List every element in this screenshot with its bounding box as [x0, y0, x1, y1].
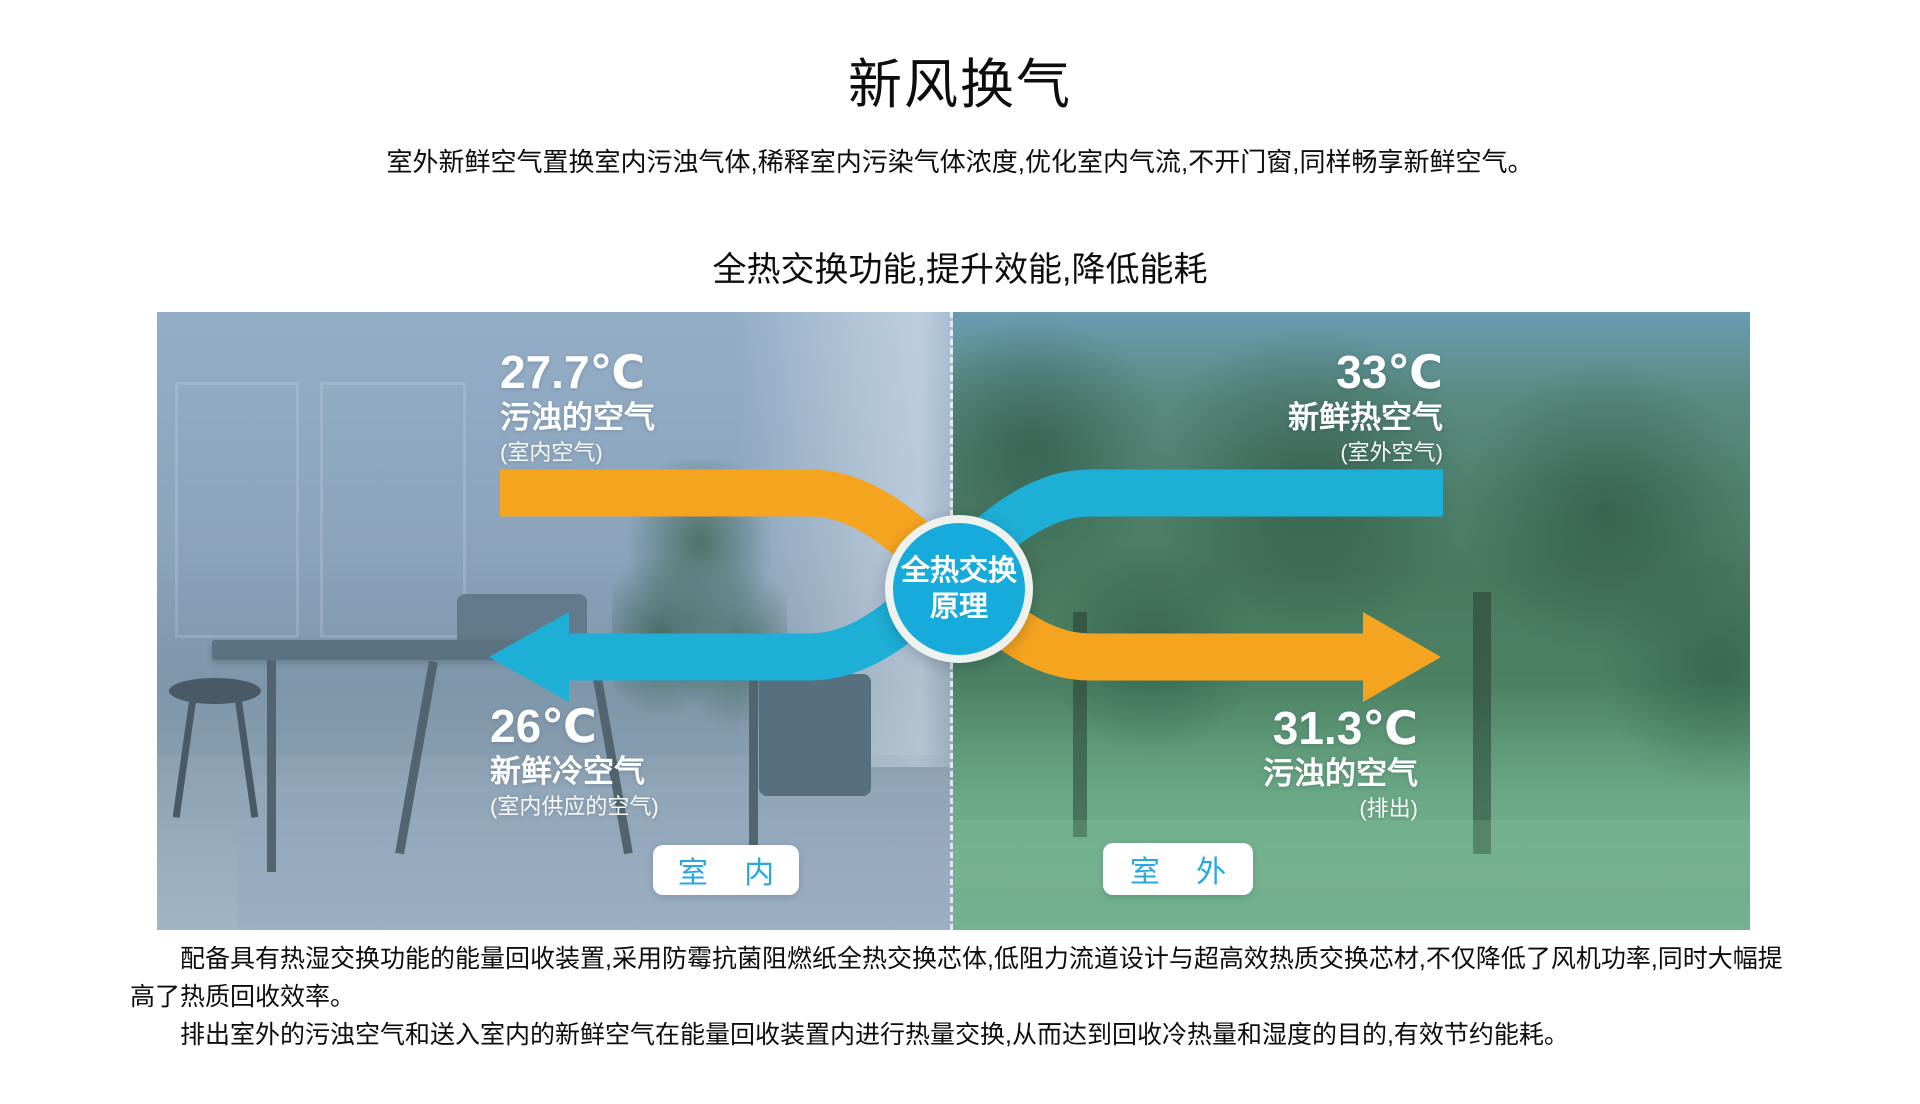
table-leg [749, 660, 758, 872]
tree-trunk [1473, 592, 1491, 854]
wall-panel [175, 382, 299, 638]
wall-panel [320, 382, 466, 638]
outdoor-exhaust-label: 31.3℃ 污浊的空气 (排出) [1263, 702, 1418, 823]
indoor-exhaust-temp: 27.7℃ [500, 346, 646, 398]
outdoor-fresh-label: 33℃ 新鲜热空气 (室外空气) [1288, 346, 1443, 467]
outdoor-scene [953, 312, 1750, 930]
description-text: 配备具有热湿交换功能的能量回收装置,采用防霉抗菌阻燃纸全热交换芯体,低阻力流道设… [130, 940, 1790, 1054]
outdoor-fresh-sub: (室外空气) [1340, 440, 1443, 465]
outdoor-badge: 室 外 [1103, 843, 1253, 895]
outdoor-fresh-temp: 33℃ [1336, 346, 1443, 398]
core-label-line2: 原理 [929, 591, 988, 623]
indoor-supply-label: 26℃ 新鲜冷空气 (室内供应的空气) [490, 700, 659, 821]
heat-exchange-diagram: 全热交换 原理 27.7℃ 污浊的空气 (室内空气) 33℃ 新鲜热空气 (室外… [157, 312, 1750, 930]
cool-air-arrowhead [489, 612, 569, 702]
indoor-supply-temp: 26℃ [490, 700, 597, 752]
outdoor-fresh-name: 新鲜热空气 [1288, 400, 1443, 435]
indoor-exhaust-sub: (室内空气) [500, 440, 603, 465]
indoor-supply-sub: (室内供应的空气) [490, 794, 659, 819]
outdoor-exhaust-sub: (排出) [1359, 796, 1418, 821]
exchange-core-badge: 全热交换 原理 [885, 515, 1033, 663]
rug [237, 780, 953, 930]
stool [169, 678, 261, 704]
chair [759, 674, 871, 796]
indoor-supply-name: 新鲜冷空气 [490, 754, 645, 789]
table-leg [267, 660, 276, 872]
indoor-exhaust-name: 污浊的空气 [500, 400, 655, 435]
warm-air-arrowhead [1363, 612, 1441, 702]
section-heading: 全热交换功能,提升效能,降低能耗 [712, 251, 1208, 289]
page-subtitle: 室外新鲜空气置换室内污浊气体,稀释室内污染气体浓度,优化室内气流,不开门窗,同样… [386, 147, 1534, 177]
description-paragraph-2: 排出室外的污浊空气和送入室内的新鲜空气在能量回收装置内进行热量交换,从而达到回收… [180, 1021, 1569, 1049]
description-paragraph-1: 配备具有热湿交换功能的能量回收装置,采用防霉抗菌阻燃纸全热交换芯体,低阻力流道设… [130, 945, 1783, 1011]
page-title: 新风换气 [848, 55, 1072, 115]
outdoor-exhaust-temp: 31.3℃ [1272, 702, 1418, 754]
indoor-badge: 室 内 [653, 845, 799, 895]
outdoor-exhaust-name: 污浊的空气 [1263, 756, 1418, 791]
indoor-exhaust-label: 27.7℃ 污浊的空气 (室内空气) [500, 346, 655, 467]
lawn [953, 820, 1750, 888]
core-label-line1: 全热交换 [900, 555, 1017, 587]
